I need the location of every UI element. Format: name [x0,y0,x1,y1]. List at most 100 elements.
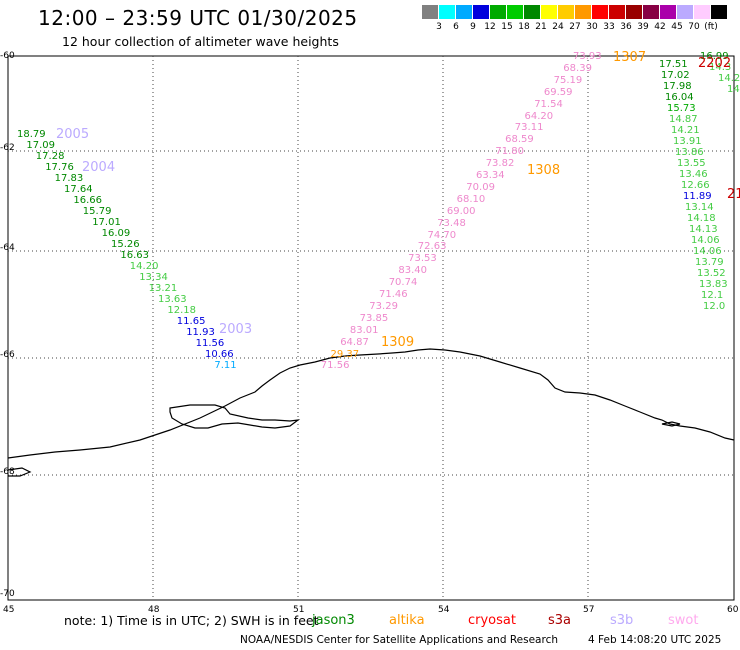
legend-value: 24 [552,22,564,32]
legend-value: 15 [501,22,513,32]
wave-height-label: 17.64 [64,184,93,195]
wave-height-label: 13.55 [677,158,706,169]
wave-height-label: 63.34 [476,170,505,181]
legend-value: 36 [620,22,632,32]
wave-height-label: 14.3 [709,62,732,73]
wave-height-label: 83.01 [349,324,379,336]
wave-height-label: 83.40 [398,265,428,277]
wave-height-label: 17.28 [35,151,65,162]
wave-height-label: 73.29 [369,300,398,312]
pass-label: 1307 [613,50,647,65]
wave-height-label: 13.91 [673,136,702,147]
wave-height-label: 12.0 [703,301,726,312]
wave-height-label: 29.37 [330,348,360,360]
wave-height-label: 73.85 [359,312,389,324]
legend-swatch [677,5,693,19]
pass-label: 1309 [381,335,415,350]
wave-height-label: 14.18 [687,213,716,224]
legend-swatch [694,5,710,19]
wave-height-label: 11.56 [195,338,225,349]
wave-height-label: 16.63 [120,250,150,261]
wave-height-label: 15.73 [667,103,696,114]
wave-height-label: 13.52 [697,268,726,279]
legend-value: 12 [484,22,496,32]
legend-swatch [422,5,438,19]
wave-height-label: 70.74 [388,277,418,289]
legend-value: (ft) [704,22,718,32]
latitude-tick: -68 [0,467,15,477]
legend-swatch [558,5,574,19]
legend-swatch [575,5,591,19]
credit-source: NOAA/NESDIS Center for Satellite Applica… [240,634,558,646]
legend-value: 3 [436,22,442,32]
latitude-tick: -62 [0,143,15,153]
legend-value: 33 [603,22,615,32]
wave-height-label: 71.80 [495,146,525,158]
wave-height-label: 74.70 [427,229,457,241]
wave-height-label: 16.99 [700,51,729,62]
wave-height-label: 70.09 [466,181,495,193]
wave-height-label: 73.82 [485,158,515,170]
legend-swatch [609,5,625,19]
pass-label: 2003 [219,322,253,337]
credit-timestamp: 4 Feb 14:08:20 UTC 2025 [588,634,722,646]
latitude-tick: -64 [0,243,15,253]
wave-height-label: 14.2 [718,73,740,84]
legend-swatch [490,5,506,19]
map-title: 12:00 – 23:59 UTC 01/30/2025 [38,6,358,30]
wave-height-label: 71.56 [320,360,350,372]
wave-height-label: 14.20 [129,261,159,272]
satellite-name: s3b [610,613,634,628]
legend-value: 18 [518,22,530,32]
legend-value: 45 [671,22,683,32]
legend-value: 9 [470,22,476,32]
longitude-tick: 51 [293,605,305,615]
longitude-tick: 54 [438,605,450,615]
legend-swatch [711,5,727,19]
legend-swatch [439,5,455,19]
legend-swatch [626,5,642,19]
latitude-tick: -66 [0,350,15,360]
island-outline [661,421,681,427]
wave-height-label: 12.66 [681,180,710,191]
legend-swatch [643,5,659,19]
wave-height-label: 15.26 [111,239,140,250]
pass-label: 2004 [82,160,116,175]
legend-swatch [524,5,540,19]
longitude-tick: 57 [583,605,595,615]
satellite-name: altika [389,613,425,628]
wave-height-label: 14.06 [691,235,720,246]
wave-height-label: 73.48 [437,217,466,229]
wave-height-label: 68.10 [456,193,486,205]
wave-height-label: 73.53 [408,253,437,265]
legend-value: 6 [453,22,459,32]
legend-swatch [507,5,523,19]
wave-height-label: 73.93 [573,51,602,62]
antarctica-coastline [7,348,735,459]
wave-height-label: 16.04 [665,92,694,103]
latitude-tick: -60 [0,51,15,61]
wave-height-label: 13.46 [679,169,708,180]
footer-note: note: 1) Time is in UTC; 2) SWH is in fe… [64,613,319,628]
wave-height-label: 69.00 [446,205,476,217]
wave-height-label: 75.19 [553,74,583,86]
satellite-name: s3a [548,613,572,628]
wave-height-label: 14 [727,84,740,95]
wave-height-label: 12.1 [701,290,724,301]
wave-height-label: 71.54 [534,98,563,110]
wave-height-label: 17.51 [659,59,688,70]
pass-label: 2202 [698,56,732,71]
wave-height-label: 18.79 [17,129,46,140]
map-subtitle: 12 hour collection of altimeter wave hei… [62,34,339,49]
legend-swatch [541,5,557,19]
legend-swatch [456,5,472,19]
ice-shelf-outline [169,404,301,429]
satellite-name: jason3 [312,613,355,628]
legend-swatch [473,5,489,19]
wave-height-label: 68.39 [563,62,592,74]
wave-height-label: 17.09 [26,140,56,151]
wave-height-label: 14.06 [693,246,722,257]
wave-height-label: 73.11 [514,122,544,134]
legend-value: 42 [654,22,666,32]
